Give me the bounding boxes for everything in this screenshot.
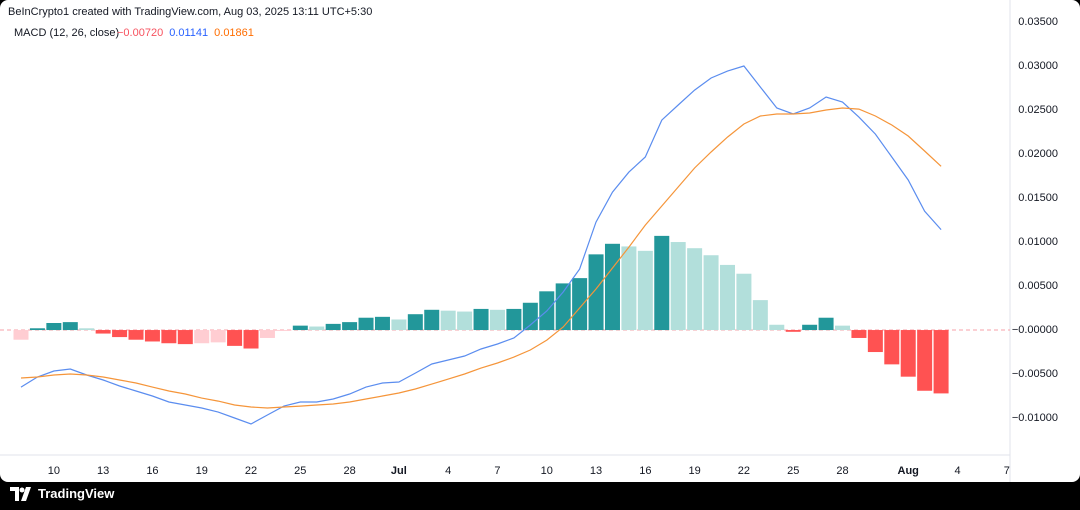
histogram-bar: [670, 242, 686, 331]
histogram-bar: [457, 311, 473, 331]
histogram-bar: [719, 264, 735, 331]
histogram-bar: [473, 308, 489, 331]
histogram-bar: [29, 328, 45, 331]
histogram-bar: [46, 323, 62, 331]
y-tick-label: −0.00500: [1012, 368, 1058, 380]
histogram-bar: [637, 250, 653, 331]
y-tick-label: 0.02500: [1018, 104, 1058, 116]
y-tick-label: 0.01500: [1018, 192, 1058, 204]
histogram-bar: [703, 255, 719, 331]
histogram-bar: [440, 310, 456, 331]
histogram-bar: [489, 309, 505, 331]
histogram-bar: [785, 330, 801, 332]
header: BeInCrypto1 created with TradingView.com…: [8, 6, 372, 18]
x-tick-label: 28: [343, 465, 355, 477]
line-signal: [20, 107, 942, 409]
histogram-bar: [325, 323, 341, 331]
legend-value: 0.01141: [169, 27, 208, 39]
x-tick-label: 13: [590, 465, 602, 477]
x-tick-label: 13: [97, 465, 109, 477]
y-tick-label: 0.01000: [1018, 236, 1058, 248]
histogram-bar: [835, 325, 850, 331]
legend-value: −0.00720: [117, 27, 163, 39]
histogram-bar: [177, 330, 193, 345]
histogram-bar: [62, 322, 78, 331]
y-tick-label: 0.03000: [1018, 60, 1058, 72]
histogram-bar: [194, 330, 210, 344]
histogram-bar: [572, 278, 588, 331]
histogram-bar: [243, 330, 259, 349]
histogram-bar: [112, 330, 128, 338]
histogram-bar: [687, 248, 703, 331]
footer: TradingView: [10, 486, 114, 501]
y-tick-label: 0.00500: [1018, 280, 1058, 292]
histogram-bar: [161, 330, 177, 344]
x-tick-label: 25: [294, 465, 306, 477]
histogram-bar: [13, 330, 29, 340]
x-tick-label: 19: [689, 465, 701, 477]
line-macd: [20, 65, 942, 425]
histogram-bar: [342, 322, 358, 331]
x-tick-label: 7: [494, 465, 500, 477]
x-tick-label: Jul: [391, 465, 407, 477]
histogram-bar: [621, 246, 637, 331]
x-tick-label: Aug: [898, 465, 919, 477]
histogram-bar: [358, 317, 374, 331]
histogram-bar: [424, 309, 440, 331]
x-tick-label: 16: [146, 465, 158, 477]
histogram-bar: [851, 330, 867, 338]
histogram-bar: [374, 316, 390, 331]
histogram-bar: [210, 330, 226, 343]
histogram-bar: [227, 330, 243, 346]
histogram-bar: [900, 330, 916, 377]
histogram-bar: [933, 330, 949, 394]
x-tick-label: 7: [1004, 465, 1010, 477]
x-tick-label: 22: [738, 465, 750, 477]
x-tick-label: 19: [196, 465, 208, 477]
histogram-bar: [654, 235, 670, 331]
x-tick-label: 4: [445, 465, 451, 477]
x-tick-label: 28: [836, 465, 848, 477]
histogram-bar: [95, 330, 111, 334]
histogram-bar: [128, 330, 144, 340]
histogram-bar: [917, 330, 933, 391]
y-tick-label: −0.01000: [1012, 412, 1058, 424]
histogram-bar: [802, 324, 818, 331]
chart: BeInCrypto1 created with TradingView.com…: [0, 0, 1080, 482]
histogram-bar: [736, 273, 752, 331]
histogram-bar: [407, 314, 423, 331]
x-tick-label: 22: [245, 465, 257, 477]
x-tick-label: 16: [639, 465, 651, 477]
histogram-bar: [506, 308, 522, 331]
x-tick-label: 10: [48, 465, 60, 477]
histogram-bar: [522, 302, 538, 331]
y-tick-label: 0.02000: [1018, 148, 1058, 160]
footer-text: TradingView: [38, 486, 115, 501]
histogram-bar: [144, 330, 160, 342]
x-tick-label: 10: [541, 465, 553, 477]
histogram-bar: [391, 319, 407, 331]
histogram-bar: [752, 300, 768, 331]
histogram-bar: [276, 330, 292, 331]
y-tick-label: 0.03500: [1018, 16, 1058, 28]
histogram-bar: [588, 254, 604, 331]
panel: [0, 0, 1080, 482]
x-tick-label: 4: [954, 465, 960, 477]
histogram-bar: [309, 326, 325, 331]
histogram-bar: [555, 283, 571, 331]
y-tick-label: −0.00000: [1012, 324, 1058, 336]
histogram-bar: [259, 330, 275, 338]
histogram-bar: [818, 317, 834, 331]
histogram-bar: [604, 243, 620, 331]
histogram-bar: [867, 330, 883, 353]
x-tick-label: 25: [787, 465, 799, 477]
histogram-bar: [884, 330, 900, 365]
histogram-bar: [769, 324, 785, 331]
histogram-bar: [79, 328, 95, 331]
indicator-name: MACD (12, 26, close): [14, 27, 119, 39]
legend-value: 0.01861: [214, 27, 254, 39]
logo: [10, 486, 31, 501]
histogram-bar: [292, 325, 308, 331]
